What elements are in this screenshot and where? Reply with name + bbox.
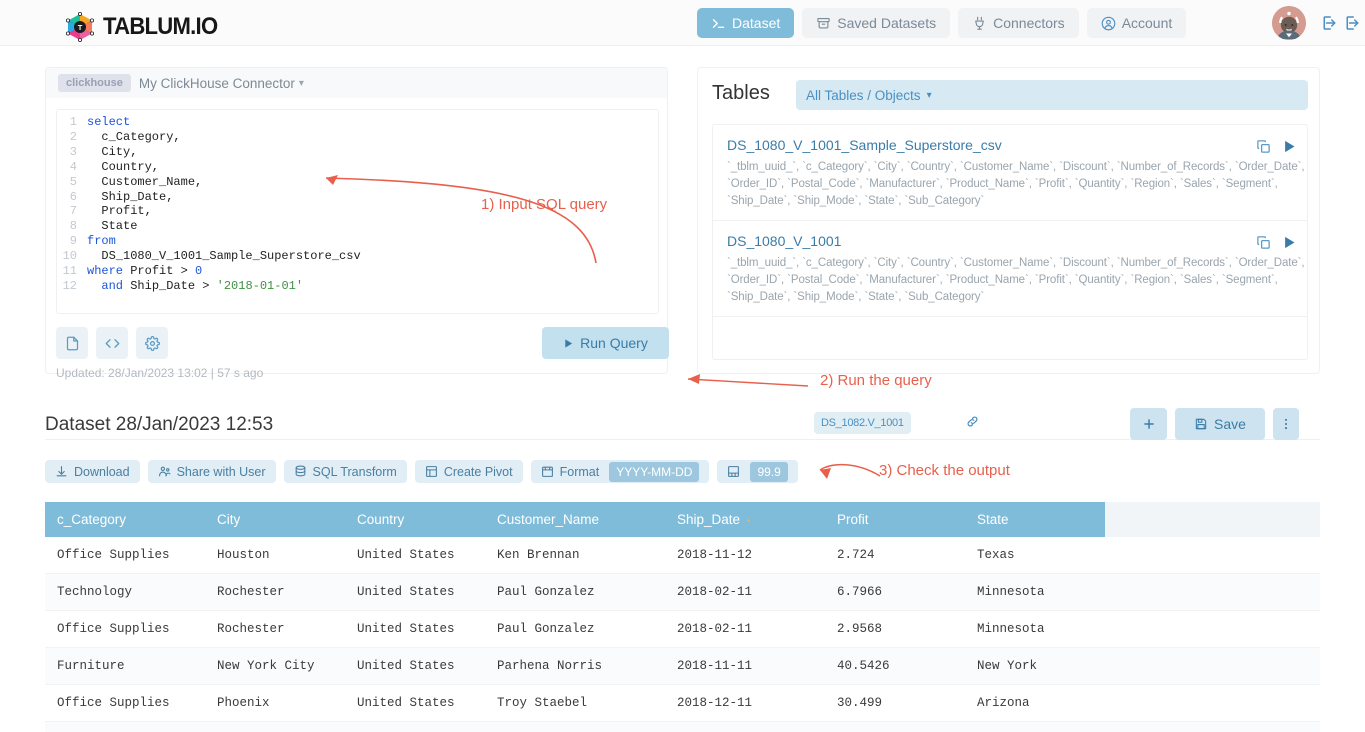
svg-text:T: T [78, 23, 83, 32]
